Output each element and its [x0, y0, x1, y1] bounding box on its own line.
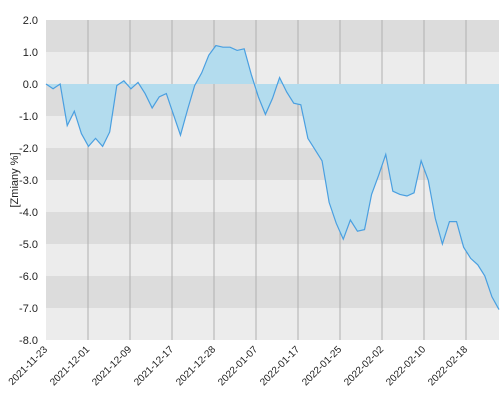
y-tick-label: -8.0: [19, 335, 38, 347]
x-axis-ticks: 2021-11-232021-12-012021-12-092021-12-17…: [7, 344, 471, 388]
grid-band: [46, 244, 499, 276]
y-tick-label: -3.0: [19, 175, 38, 187]
y-tick-label: -5.0: [19, 239, 38, 251]
x-tick-label: 2022-01-07: [216, 344, 260, 388]
grid-band: [46, 308, 499, 340]
area-fill: [46, 45, 499, 310]
grid-band: [46, 52, 499, 84]
y-tick-label: -2.0: [19, 143, 38, 155]
x-tick-label: 2022-02-02: [342, 344, 386, 388]
y-tick-label: 2.0: [23, 15, 38, 27]
y-axis-label: [Zmiany %]: [9, 152, 21, 207]
x-tick-label: 2022-02-18: [426, 344, 470, 388]
y-tick-label: -4.0: [19, 207, 38, 219]
grid-band: [46, 20, 499, 52]
series-line: [45, 44, 500, 310]
y-axis-ticks: 2.0 1.0 0.0 -1.0 -2.0 -3.0 -4.0 -5.0 -6.0 -7.0 -8.…: [19, 15, 38, 347]
y-tick-label: 1.0: [23, 47, 38, 59]
y-tick-label: -1.0: [19, 111, 38, 123]
grid-band: [46, 276, 499, 308]
x-tick-label: 2022-01-25: [300, 344, 344, 388]
x-tick-label: 2021-12-01: [48, 344, 92, 388]
y-tick-label: 0.0: [23, 79, 38, 91]
x-tick-label: 2021-12-17: [132, 344, 176, 388]
y-tick-label: -7.0: [19, 303, 38, 315]
x-tick-label: 2022-01-17: [258, 344, 302, 388]
x-tick-label: 2021-12-09: [90, 344, 134, 388]
y-tick-label: -6.0: [19, 271, 38, 283]
x-tick-label: 2022-02-10: [384, 344, 428, 388]
x-tick-label: 2021-12-28: [174, 344, 218, 388]
grid-band: [46, 212, 499, 244]
x-tick-label: 2021-11-23: [7, 344, 51, 388]
